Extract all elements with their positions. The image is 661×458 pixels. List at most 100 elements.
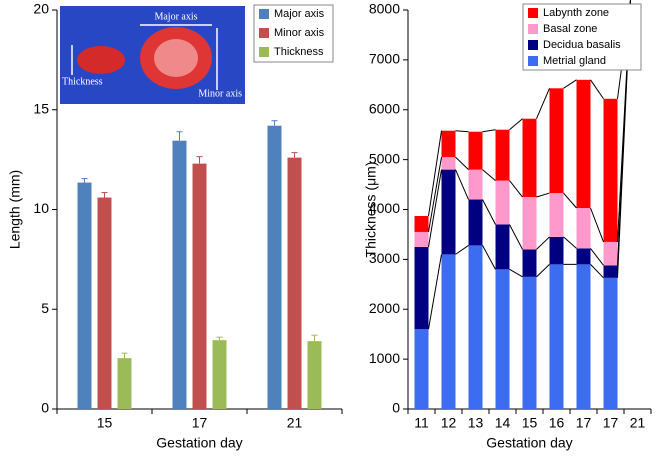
y-tick-label: 1000 — [369, 350, 400, 366]
x-tick-label: 11 — [414, 415, 429, 431]
x-tick-label: 15 — [97, 415, 113, 431]
x-tick-label: 16 — [549, 415, 565, 431]
y-tick-label: 6000 — [369, 100, 400, 116]
bar-segment — [603, 265, 618, 278]
bar-segment — [495, 224, 510, 270]
legend-swatch — [528, 24, 538, 34]
bar-segment — [576, 208, 591, 249]
bar-segment — [603, 98, 618, 242]
legend-label: Metrial gland — [543, 55, 606, 67]
connector-line — [590, 264, 604, 279]
bar-segment — [549, 88, 564, 194]
connector-line — [455, 244, 469, 255]
bar-segment — [495, 269, 510, 409]
connector-line — [536, 236, 550, 250]
specimen-thin — [77, 46, 125, 74]
x-tick-label: 17 — [192, 415, 208, 431]
y-tick-label: 3000 — [369, 250, 400, 266]
y-tick-label: 5 — [41, 300, 49, 316]
legend-swatch — [259, 47, 269, 57]
x-tick-label: 17 — [603, 415, 619, 431]
legend: Major axis Minor axis Thickness — [253, 4, 334, 63]
bar-segment — [576, 264, 591, 409]
legend-label: Labynth zone — [543, 7, 609, 19]
bar — [77, 182, 92, 409]
connector-line — [428, 169, 442, 247]
connector-line — [428, 157, 442, 233]
annotation: Thickness — [62, 76, 103, 87]
connector-line — [428, 254, 442, 330]
connector-line — [590, 79, 604, 100]
y-tick-label: 0 — [392, 400, 400, 416]
y-tick-label: 20 — [33, 1, 49, 17]
photo-inset: Major axis Thickness Minor axis — [60, 6, 245, 104]
legend-box — [522, 3, 642, 71]
bar — [172, 140, 187, 410]
x-tick-label: 21 — [287, 415, 303, 431]
connector-line — [455, 130, 469, 133]
bar — [212, 340, 227, 409]
annotation: Minor axis — [198, 88, 242, 99]
y-tick-label: 0 — [41, 400, 49, 416]
connector-line — [509, 118, 523, 131]
connector-line — [482, 169, 496, 181]
legend-swatch — [259, 9, 269, 19]
legend-label: Thickness — [274, 46, 324, 58]
bar-segment — [468, 131, 483, 170]
connector-line — [482, 199, 496, 225]
connector-line — [482, 129, 496, 133]
bar-segment — [414, 246, 429, 330]
x-tick-label: 17 — [576, 415, 592, 431]
bar-segment — [441, 157, 456, 170]
legend-swatch — [259, 28, 269, 38]
x-tick-label: 21 — [630, 415, 646, 431]
bar — [307, 341, 322, 409]
connector-line — [455, 169, 469, 200]
connector-line — [536, 264, 550, 278]
y-axis-label: Thickness (μm) — [363, 162, 379, 258]
x-axis-label: Gestation day — [486, 435, 572, 451]
x-tick-label: 14 — [495, 415, 511, 431]
y-tick-label: 5000 — [369, 150, 400, 166]
connector-line — [563, 79, 577, 89]
bar-segment — [468, 245, 483, 409]
annotation: Major axis — [154, 11, 197, 22]
bar-segment — [441, 254, 456, 409]
bar-segment — [603, 241, 618, 266]
legend-label: Decidua basalis — [543, 39, 621, 51]
connector-line — [428, 130, 442, 217]
x-tick-label: 15 — [522, 415, 538, 431]
bar-segment — [603, 277, 618, 409]
legend-swatch — [528, 8, 538, 18]
connector-line — [536, 88, 550, 119]
bar — [117, 358, 132, 409]
legend-label: Major axis — [274, 8, 325, 20]
bar — [192, 163, 207, 409]
specimen-inner — [154, 39, 198, 77]
connector-line — [509, 268, 523, 278]
x-tick-label: 12 — [441, 415, 457, 431]
y-tick-label: 4000 — [369, 200, 400, 216]
connector-line — [536, 192, 550, 198]
bar-segment — [522, 276, 537, 409]
legend-label: Basal zone — [543, 23, 597, 35]
bar-segment — [414, 215, 429, 232]
bar-segment — [414, 231, 429, 247]
bar — [97, 197, 112, 409]
bar-segment — [549, 264, 564, 409]
bar — [287, 157, 302, 409]
bar-segment — [522, 197, 537, 250]
bar-segment — [441, 130, 456, 158]
connector-line — [509, 180, 523, 198]
x-axis-label: Gestation day — [156, 435, 242, 451]
connector-line — [590, 207, 604, 243]
y-tick-label: 2000 — [369, 300, 400, 316]
connector-line — [563, 192, 577, 209]
bar-segment — [549, 193, 564, 237]
connector-line — [563, 236, 577, 249]
x-tick-label: 13 — [468, 415, 484, 431]
y-tick-label: 7000 — [369, 51, 400, 67]
legend-swatch — [528, 56, 538, 66]
connector-line — [590, 248, 604, 266]
